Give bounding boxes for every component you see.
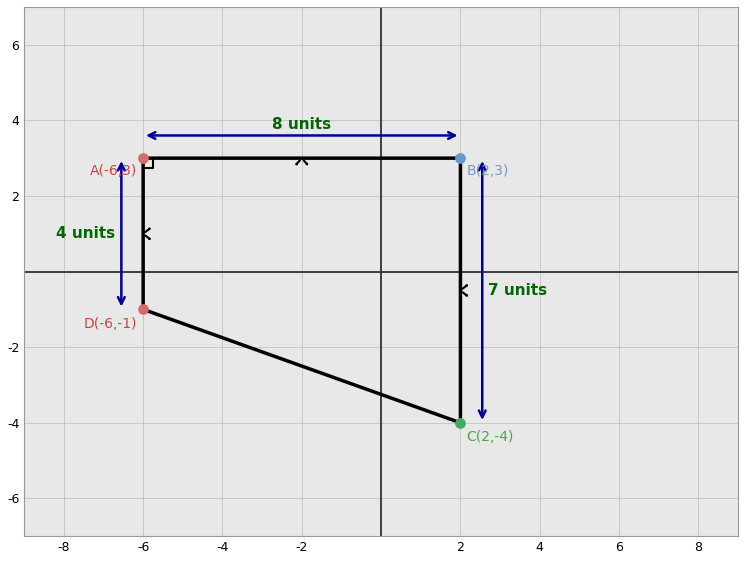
Point <box>137 154 149 163</box>
Text: 8 units: 8 units <box>272 117 332 132</box>
Point <box>454 154 466 163</box>
Text: A(-6,3): A(-6,3) <box>90 164 137 178</box>
Text: B(2,3): B(2,3) <box>466 164 509 178</box>
Text: C(2,-4): C(2,-4) <box>466 430 514 444</box>
Text: 7 units: 7 units <box>488 283 548 298</box>
Text: D(-6,-1): D(-6,-1) <box>83 317 137 331</box>
Point <box>137 305 149 314</box>
Point <box>454 419 466 427</box>
Text: 4 units: 4 units <box>57 226 115 241</box>
